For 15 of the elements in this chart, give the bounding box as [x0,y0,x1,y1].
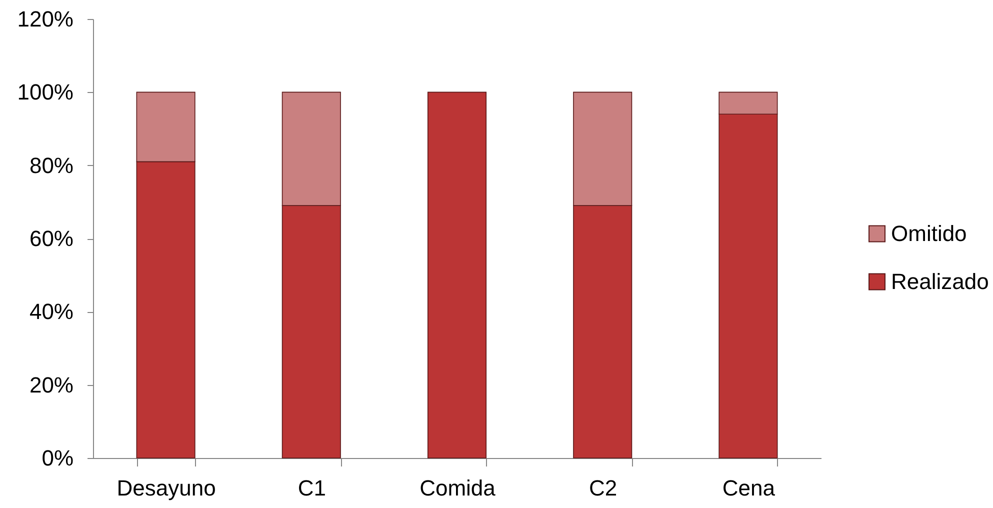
bar [427,92,487,458]
x-tick-label: Comida [420,476,496,500]
legend-label: Realizado [891,268,989,294]
y-tick-label: 40% [29,299,74,324]
x-tick-label: Desayuno [116,476,216,500]
y-tick-label: 80% [29,152,74,178]
y-tick-label: 60% [29,226,74,251]
y-tick-label: 120% [17,6,74,32]
y-tick-label: 20% [29,372,74,398]
y-tick-label: 100% [17,80,74,105]
x-tick-label: C1 [298,476,326,500]
legend-label: Omitido [891,220,967,246]
x-tick-label: Cena [722,476,776,500]
y-tick-label: 0% [42,446,74,470]
x-tick-label: C2 [589,476,618,500]
